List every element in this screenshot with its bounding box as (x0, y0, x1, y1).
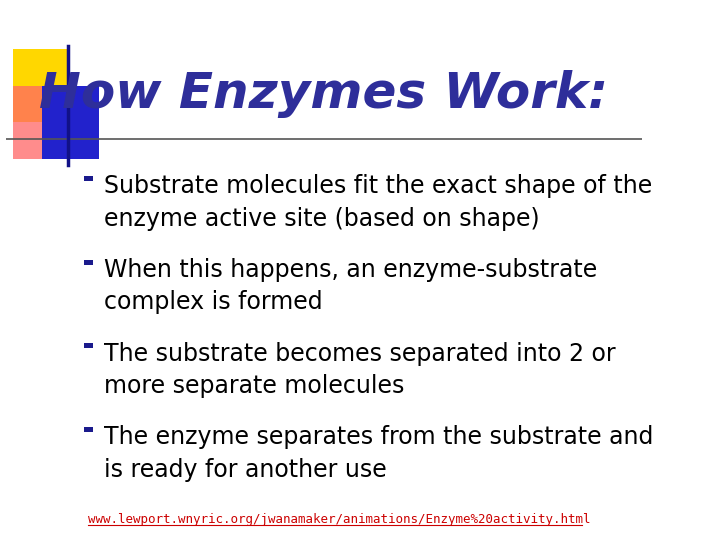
FancyBboxPatch shape (13, 49, 69, 122)
Text: The substrate becomes separated into 2 or: The substrate becomes separated into 2 o… (104, 342, 616, 366)
FancyBboxPatch shape (42, 86, 99, 159)
FancyBboxPatch shape (84, 427, 93, 432)
Text: When this happens, an enzyme-substrate: When this happens, an enzyme-substrate (104, 258, 598, 282)
FancyBboxPatch shape (84, 176, 93, 181)
FancyBboxPatch shape (13, 86, 69, 159)
Text: The enzyme separates from the substrate and: The enzyme separates from the substrate … (104, 426, 654, 449)
Text: How Enzymes Work:: How Enzymes Work: (40, 71, 608, 118)
Text: enzyme active site (based on shape): enzyme active site (based on shape) (104, 207, 540, 231)
Text: complex is formed: complex is formed (104, 291, 323, 314)
Text: Substrate molecules fit the exact shape of the: Substrate molecules fit the exact shape … (104, 174, 652, 198)
Text: more separate molecules: more separate molecules (104, 374, 405, 398)
Text: is ready for another use: is ready for another use (104, 458, 387, 482)
Text: www.lewport.wnyric.org/jwanamaker/animations/Enzyme%20activity.html: www.lewport.wnyric.org/jwanamaker/animat… (89, 513, 591, 526)
FancyBboxPatch shape (84, 343, 93, 348)
FancyBboxPatch shape (84, 260, 93, 265)
